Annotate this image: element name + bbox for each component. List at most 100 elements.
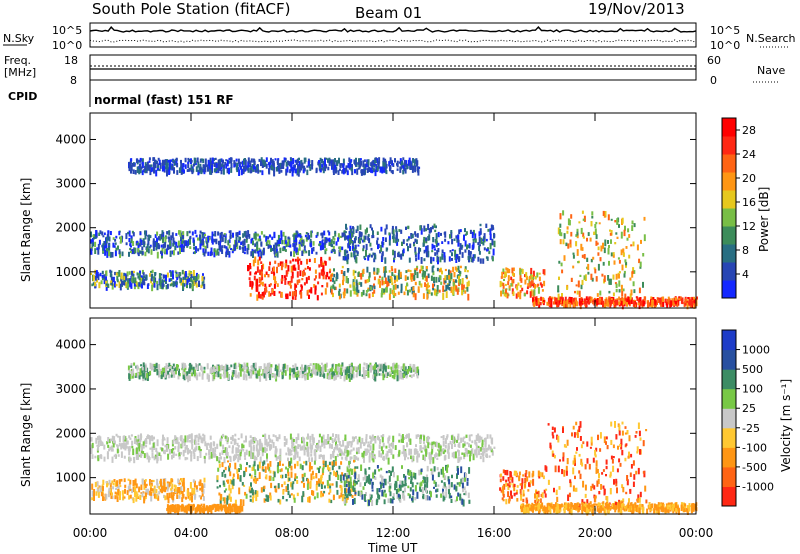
- data-cell: [587, 298, 590, 304]
- data-cell: [392, 435, 395, 443]
- data-cell: [99, 486, 102, 492]
- data-cell: [261, 291, 264, 296]
- data-cell: [556, 496, 559, 503]
- data-cell: [225, 488, 228, 491]
- data-cell: [474, 238, 477, 243]
- data-cell: [209, 169, 212, 175]
- data-cell: [412, 472, 415, 478]
- data-cell: [586, 458, 589, 464]
- data-cell: [105, 481, 108, 484]
- data-cell: [350, 456, 353, 460]
- data-cell: [297, 164, 299, 171]
- data-cell: [401, 480, 404, 488]
- data-cell: [268, 240, 271, 245]
- data-cell: [142, 280, 145, 285]
- data-cell: [478, 236, 481, 244]
- data-cell: [226, 497, 229, 505]
- data-cell: [583, 215, 586, 222]
- data-cell: [478, 450, 480, 456]
- data-cell: [141, 492, 144, 498]
- data-cell: [267, 463, 270, 470]
- data-cell: [294, 463, 296, 469]
- data-cell: [222, 450, 225, 453]
- data-cell: [243, 484, 246, 487]
- data-cell: [202, 273, 204, 276]
- data-cell: [388, 293, 391, 300]
- data-cell: [612, 254, 615, 258]
- data-cell: [423, 236, 426, 244]
- data-cell: [305, 232, 308, 235]
- data-cell: [170, 271, 173, 277]
- data-cell: [352, 447, 355, 451]
- data-cell: [334, 445, 337, 449]
- data-cell: [242, 233, 245, 238]
- data-cell: [131, 488, 134, 494]
- data-cell: [442, 285, 445, 293]
- data-cell: [428, 496, 431, 501]
- data-cell: [472, 238, 475, 241]
- data-cell: [160, 482, 163, 487]
- data-cell: [414, 231, 417, 235]
- data-cell: [228, 445, 231, 449]
- data-cell: [345, 483, 348, 488]
- data-cell: [97, 440, 100, 447]
- data-cell: [120, 478, 123, 482]
- data-cell: [263, 498, 266, 503]
- data-cell: [125, 438, 128, 445]
- data-cell: [557, 290, 560, 293]
- data-cell: [318, 454, 321, 459]
- data-cell: [326, 271, 329, 278]
- data-cell: [290, 471, 293, 478]
- data-cell: [373, 285, 376, 290]
- data-cell: [466, 452, 469, 457]
- data-cell: [321, 163, 324, 168]
- data-cell: [263, 291, 265, 298]
- data-cell: [584, 484, 587, 491]
- data-cell: [139, 167, 142, 174]
- data-cell: [414, 251, 417, 255]
- data-cell: [389, 483, 392, 486]
- data-cell: [502, 493, 505, 498]
- data-cell: [465, 434, 468, 438]
- data-cell: [280, 278, 283, 282]
- data-cell: [128, 449, 131, 456]
- data-cell: [532, 270, 535, 277]
- data-cell: [618, 296, 621, 301]
- data-cell: [345, 445, 348, 450]
- data-cell: [290, 465, 293, 471]
- data-cell: [187, 157, 190, 161]
- data-cell: [436, 267, 439, 272]
- data-cell: [572, 460, 575, 465]
- data-cell: [120, 236, 122, 243]
- data-cell: [392, 497, 395, 500]
- data-cell: [347, 243, 350, 249]
- data-cell: [253, 436, 256, 441]
- data-cell: [252, 166, 255, 172]
- data-cell: [300, 480, 303, 484]
- data-cell: [246, 247, 249, 255]
- beam-title: Beam 01: [355, 4, 422, 22]
- data-cell: [189, 449, 191, 454]
- data-cell: [273, 471, 276, 478]
- data-cell: [414, 293, 417, 301]
- data-cell: [586, 266, 589, 270]
- data-cell: [363, 166, 366, 170]
- data-cell: [279, 448, 282, 456]
- data-cell: [384, 277, 387, 284]
- data-cell: [272, 477, 275, 481]
- data-cell: [551, 426, 554, 430]
- data-cell: [144, 162, 147, 167]
- data-cell: [92, 282, 95, 286]
- power-y-label: Slant Range [km]: [19, 178, 33, 282]
- data-cell: [164, 495, 167, 501]
- data-cell: [151, 284, 154, 292]
- data-cell: [374, 254, 377, 260]
- data-cell: [422, 274, 424, 280]
- data-cell: [489, 434, 492, 439]
- data-cell: [335, 440, 337, 448]
- data-cell: [298, 456, 301, 462]
- data-cell: [331, 248, 334, 252]
- data-cell: [184, 435, 187, 443]
- data-cell: [283, 239, 286, 245]
- data-cell: [158, 273, 161, 279]
